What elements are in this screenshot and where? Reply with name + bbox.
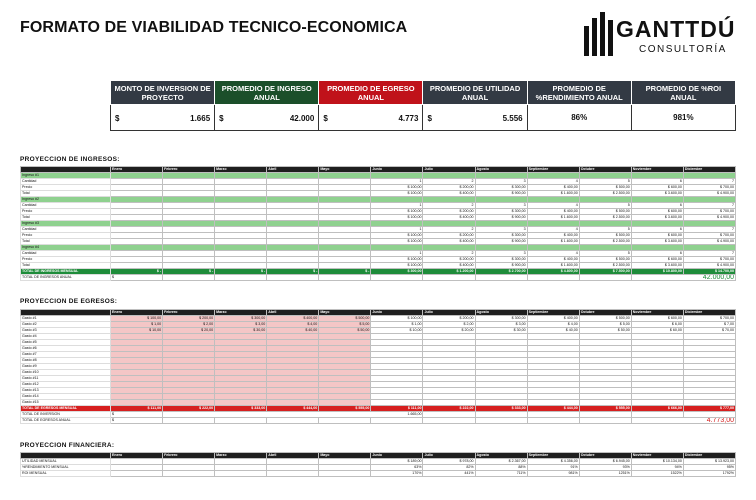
logo-bars-icon <box>582 12 618 56</box>
kpi-value-cell: $5.556 <box>422 104 528 131</box>
ingresos-total-anual-row: TOTAL DE INGRESOS ANUAL $42.000,00 <box>20 274 737 281</box>
summary-value: 4.773,00 <box>630 417 737 424</box>
row-label: TOTAL DE INGRESOS ANUAL <box>20 274 111 281</box>
ingresos-table: Enero Febrero Marzo Abril Mayo Junio Julio Agos… <box>20 166 737 281</box>
table-cell <box>422 274 476 281</box>
table-cell <box>214 470 268 477</box>
page-title: FORMATO DE VIABILIDAD TECNICO-ECONOMICA <box>20 19 408 36</box>
table-cell <box>214 417 268 424</box>
precio-row: Precio $ 100,00 $ 200,00 $ 300,00 $ 400,00 $ … <box>20 208 737 215</box>
month-header-row: Enero Febrero Marzo Abril Mayo Junio Julio Agos… <box>20 309 737 316</box>
table-cell <box>318 274 372 281</box>
table-cell <box>162 470 216 477</box>
table-cell <box>422 417 476 424</box>
kpi-header: PROMEDIO DE UTILIDAD ANUAL <box>422 80 528 105</box>
kpi-currency: $ <box>323 114 328 123</box>
summary-value: 42.000,00 <box>630 274 737 281</box>
table-cell <box>474 417 528 424</box>
kpi-header: PROMEDIO DE %RENDIMIENTO ANUAL <box>526 80 632 105</box>
table-cell <box>474 274 528 281</box>
kpi-summary-table: MONTO DE INVERSION DE PROYECTO PROMEDIO D… <box>109 80 737 131</box>
kpi-currency: $ <box>427 114 432 123</box>
table-cell: 981% <box>526 470 580 477</box>
table-cell <box>370 417 424 424</box>
kpi-currency: $ <box>115 114 120 123</box>
row-label: TOTAL DE EGRESOS ANUAL <box>20 417 111 424</box>
kpi-value: 5.556 <box>502 114 523 123</box>
kpi-header: PROMEDIO DE EGRESO ANUAL <box>318 80 424 105</box>
month-header-row: Enero Febrero Marzo Abril Mayo Junio Julio Agos… <box>20 452 737 459</box>
kpi-header: MONTO DE INVERSION DE PROYECTO <box>109 80 216 105</box>
company-logo: GANTTDÚ CONSULTORÍA <box>582 12 736 58</box>
table-cell: 170% <box>370 470 424 477</box>
kpi-header: PROMEDIO DE %ROI ANUAL <box>630 80 737 105</box>
kpi-header: PROMEDIO DE INGRESO ANUAL <box>214 80 320 105</box>
kpi-value: 1.665 <box>190 114 211 123</box>
ingreso-group-row: Ingreso #1 <box>20 172 737 179</box>
table-cell <box>266 417 320 424</box>
table-cell <box>526 274 580 281</box>
kpi-value: 42.000 <box>289 114 315 123</box>
table-cell <box>162 417 216 424</box>
logo-subtitle: CONSULTORÍA <box>639 44 727 55</box>
table-cell: 1251% <box>578 470 632 477</box>
roi-mensual-row: ROI MENSUAL 170% 441% 711% 981% 1251% 1522% 179… <box>20 470 737 477</box>
table-cell <box>578 417 632 424</box>
table-cell: 711% <box>474 470 528 477</box>
total-row: Total $ 100,00 $ 400,00 $ 900,00 $ 1.600,00 $… <box>20 190 737 197</box>
table-cell <box>214 274 268 281</box>
egresos-table: Enero Febrero Marzo Abril Mayo Junio Julio Agos… <box>20 309 737 424</box>
egresos-total-mensual-row: TOTAL DE EGRESOS MENSUAL $ 111,00 $ 222,00… <box>20 405 737 412</box>
table-cell <box>109 470 164 477</box>
cantidad-row: Cantidad 1 2 3 4 5 6 7 <box>20 226 737 233</box>
table-cell <box>526 417 580 424</box>
section-title-financiera: PROYECCION FINANCIERA: <box>20 442 115 449</box>
financiera-table: Enero Febrero Marzo Abril Mayo Junio Julio Agos… <box>20 452 737 477</box>
table-cell <box>370 274 424 281</box>
kpi-value-cell: 981% <box>630 104 737 131</box>
table-cell <box>266 470 320 477</box>
table-cell: 1792% <box>682 470 737 477</box>
kpi-value: 86% <box>571 113 588 122</box>
gasto-row: Gasto #8 <box>20 357 737 364</box>
section-title-egresos: PROYECCION DE EGRESOS: <box>20 298 118 305</box>
table-cell: $ <box>109 274 164 281</box>
section-title-ingresos: PROYECCION DE INGRESOS: <box>20 156 120 163</box>
table-cell <box>162 274 216 281</box>
kpi-value: 981% <box>673 113 694 122</box>
table-cell: 1522% <box>630 470 684 477</box>
cantidad-row: Cantidad 1 2 3 4 5 6 7 <box>20 178 737 185</box>
gasto-row: Gasto #5 <box>20 339 737 346</box>
table-cell <box>318 417 372 424</box>
logo-word: GANTTDÚ <box>616 16 736 42</box>
egresos-total-anual-row: TOTAL DE EGRESOS ANUAL $4.773,00 <box>20 417 737 424</box>
table-cell <box>578 274 632 281</box>
kpi-value: 4.773 <box>398 114 419 123</box>
kpi-value-cell: $1.665 <box>109 104 216 131</box>
kpi-value-cell: $4.773 <box>318 104 424 131</box>
total-row: Total $ 100,00 $ 400,00 $ 900,00 $ 1.600,00 $… <box>20 214 737 221</box>
kpi-value-cell: 86% <box>526 104 632 131</box>
table-cell <box>266 274 320 281</box>
table-cell <box>318 470 372 477</box>
row-label: ROI MENSUAL <box>20 470 111 477</box>
kpi-value-cell: $42.000 <box>214 104 320 131</box>
table-cell: $ <box>109 417 164 424</box>
table-cell: 441% <box>422 470 476 477</box>
inversion-row: TOTAL DE INVERSION $1.665,00 <box>20 411 737 418</box>
kpi-currency: $ <box>219 114 224 123</box>
